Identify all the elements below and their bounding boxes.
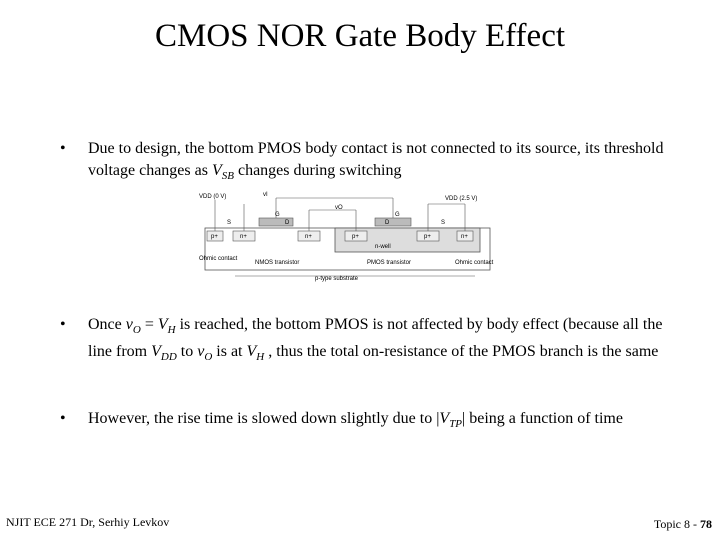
symbol: V xyxy=(246,343,257,361)
footer-topic: Topic 8 - xyxy=(653,517,700,531)
bullet-dot: • xyxy=(60,410,66,427)
diagram-label: vO xyxy=(335,205,343,211)
symbol: V xyxy=(151,343,161,361)
slide-title: CMOS NOR Gate Body Effect xyxy=(154,18,566,54)
footer-right: Topic 8 - 78 xyxy=(654,517,712,532)
cmos-cross-section: VDD (0 V) vI vO VDD (2.5 V) G S D D S Gp+ n+ n+ p+ p+… xyxy=(199,192,494,282)
bullet: • Once vO = VH is reached, the bottom PMO… xyxy=(60,314,670,368)
subscript: DD xyxy=(160,351,177,364)
bullet-text: Due to design, the bottom PMOS body cont… xyxy=(88,138,670,187)
diagram-label: S xyxy=(441,220,445,226)
text-run: | being a function of time xyxy=(462,410,623,427)
subscript: O xyxy=(132,324,141,337)
diagram-label: n-well xyxy=(375,244,391,250)
symbol: v xyxy=(197,343,205,361)
diagram-label: vI xyxy=(263,192,268,198)
diagram-label: n+ xyxy=(461,234,468,240)
diagram-label: Ohmic contact xyxy=(199,256,238,262)
text-run: to xyxy=(176,343,198,361)
symbol: v xyxy=(125,316,133,333)
diagram-label: VDD (2.5 V) xyxy=(445,196,477,202)
diagram-label: Ohmic contact xyxy=(455,260,494,266)
diagram-label: p+ xyxy=(424,234,431,240)
text-run: changes during switching xyxy=(233,162,402,179)
text-run: = xyxy=(140,316,158,333)
bullet-dot: • xyxy=(60,316,66,333)
diagram-label: p+ xyxy=(352,234,359,240)
subscript: O xyxy=(204,351,213,364)
symbol: V xyxy=(211,162,222,179)
diagram-label: PMOS transistor xyxy=(367,260,411,266)
page-number: 78 xyxy=(700,517,712,531)
text-run: is at xyxy=(212,343,247,361)
bullet-dot: • xyxy=(60,140,66,157)
diagram-label: p+ xyxy=(211,234,218,240)
bullet-text: Once vO = VH is reached, the bottom PMOS… xyxy=(88,314,670,368)
text-run: Due to design, the bottom PMOS body cont… xyxy=(88,140,664,179)
bullet: • However, the rise time is slowed down s… xyxy=(60,408,670,435)
text-run: However, the rise time is slowed down sl… xyxy=(88,410,440,427)
subscript: H xyxy=(167,324,176,337)
diagram-label: G xyxy=(395,212,400,218)
subscript: H xyxy=(256,351,265,364)
diagram-label: D xyxy=(285,220,290,226)
diagram-label: VDD (0 V) xyxy=(199,194,226,200)
diagram-label: G xyxy=(275,212,280,218)
diagram-label: p-type substrate xyxy=(315,276,359,282)
subscript: SB xyxy=(221,170,234,183)
diagram-label: S xyxy=(227,220,231,226)
text-run: , thus the total on-resistance of the PM… xyxy=(264,343,659,361)
symbol: V xyxy=(157,316,168,333)
diagram-label: n+ xyxy=(240,234,247,240)
diagram-label: D xyxy=(385,220,390,226)
subscript: TP xyxy=(449,418,463,431)
diagram-label: NMOS transistor xyxy=(255,260,299,266)
bullet: • Due to design, the bottom PMOS body con… xyxy=(60,138,670,187)
diagram-label: n+ xyxy=(305,234,312,240)
symbol: V xyxy=(439,410,450,427)
bullet-text: However, the rise time is slowed down sl… xyxy=(88,408,670,435)
text-run: Once xyxy=(88,316,126,333)
footer-left: NJIT ECE 271 Dr, Serhiy Levkov xyxy=(6,515,170,529)
text-run: is reached, the bottom PMOS is not affec… xyxy=(88,316,663,361)
